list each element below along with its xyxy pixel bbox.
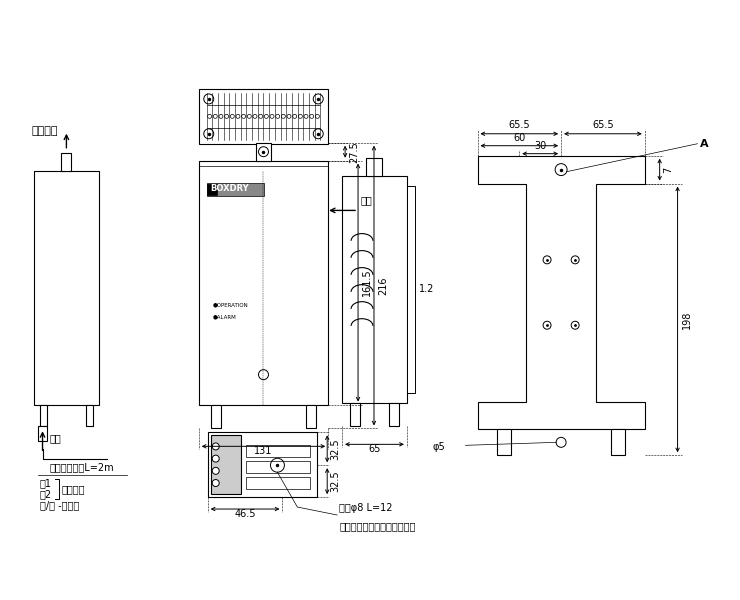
Bar: [246, 477, 310, 489]
Bar: [246, 445, 310, 457]
Text: ●OPERATION: ●OPERATION: [212, 302, 249, 307]
Bar: [389, 403, 399, 427]
Text: 電源コード　L=2m: 電源コード L=2m: [50, 462, 114, 472]
Bar: [342, 176, 407, 403]
Bar: [211, 404, 221, 428]
Text: 216: 216: [378, 277, 388, 295]
Text: A: A: [699, 139, 708, 149]
Bar: [255, 143, 272, 161]
Bar: [211, 436, 240, 494]
Circle shape: [212, 467, 219, 475]
Bar: [206, 184, 217, 196]
Text: 131: 131: [255, 446, 272, 456]
Text: 外径φ8 L=12: 外径φ8 L=12: [339, 503, 393, 513]
Bar: [38, 427, 47, 442]
Bar: [206, 182, 264, 196]
Bar: [246, 461, 310, 473]
Bar: [497, 430, 511, 455]
Text: 32.5: 32.5: [330, 438, 340, 460]
Bar: [350, 403, 360, 427]
Text: 27.5: 27.5: [349, 141, 359, 163]
Text: 198: 198: [682, 310, 692, 329]
Text: 7: 7: [664, 166, 673, 173]
Bar: [407, 185, 415, 392]
Text: 161.5: 161.5: [362, 269, 372, 296]
Circle shape: [212, 479, 219, 487]
Bar: [39, 404, 47, 427]
Text: 黒2: 黒2: [39, 489, 52, 499]
Text: BOXDRY: BOXDRY: [211, 184, 249, 193]
Text: 黒1: 黒1: [39, 478, 52, 488]
Text: 電源入力: 電源入力: [61, 484, 85, 494]
Text: 65: 65: [369, 444, 380, 454]
Text: 1.2: 1.2: [419, 284, 434, 294]
Bar: [87, 404, 93, 427]
Text: ドレン水排出用ドレンパイプ: ドレン水排出用ドレンパイプ: [339, 521, 416, 531]
Bar: [208, 433, 317, 497]
Bar: [33, 170, 99, 404]
Text: 緑/黄 -アース: 緑/黄 -アース: [39, 500, 78, 510]
Circle shape: [212, 455, 219, 462]
Text: ●ALARM: ●ALARM: [212, 314, 237, 319]
Bar: [366, 158, 382, 176]
Bar: [611, 430, 625, 455]
Text: 65.5: 65.5: [592, 120, 613, 130]
Bar: [306, 404, 316, 428]
Bar: [199, 161, 329, 404]
Text: 30: 30: [534, 140, 546, 151]
Text: 46.5: 46.5: [235, 509, 256, 519]
Bar: [61, 152, 71, 170]
Bar: [199, 89, 329, 144]
Text: 65.5: 65.5: [508, 120, 530, 130]
Text: 32.5: 32.5: [330, 470, 340, 492]
Polygon shape: [477, 155, 645, 430]
Text: 吸込: 吸込: [360, 196, 371, 205]
Text: 吸込: 吸込: [50, 433, 61, 443]
Text: 乾燥空気: 乾燥空気: [32, 126, 58, 136]
Circle shape: [212, 443, 219, 450]
Text: φ5: φ5: [433, 442, 445, 452]
Text: 60: 60: [513, 133, 525, 143]
